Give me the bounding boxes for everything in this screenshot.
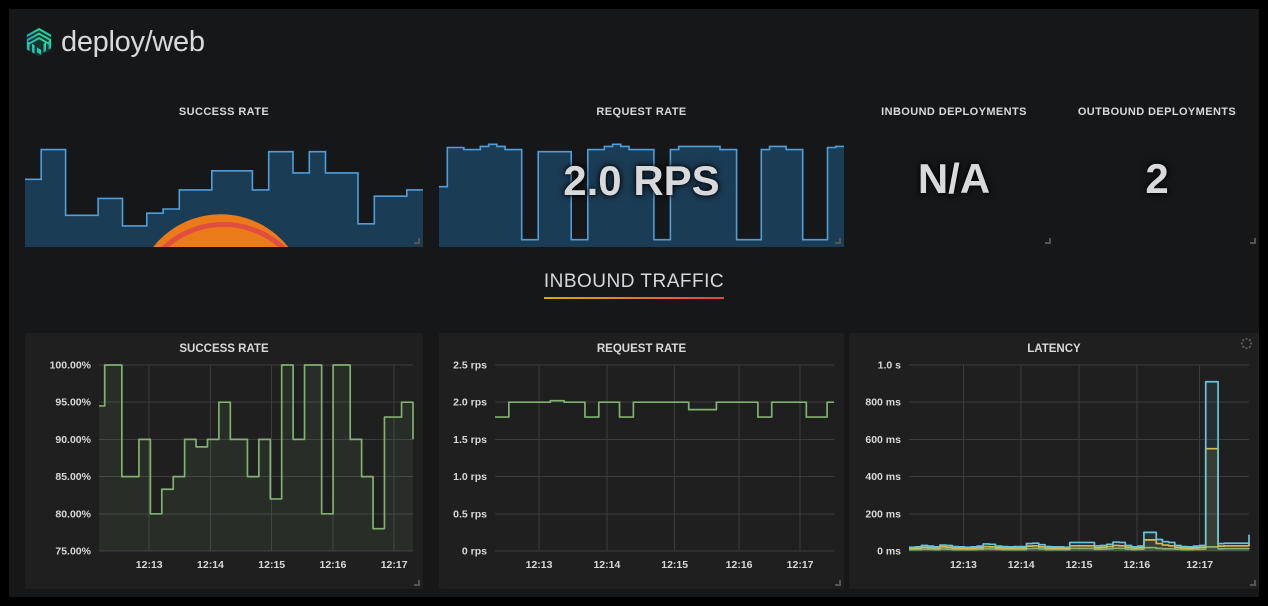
success-rate-gauge: 90.0% (25, 99, 423, 247)
row-header-label: INBOUND TRAFFIC (543, 271, 725, 299)
svg-text:12:14: 12:14 (1008, 559, 1035, 571)
svg-text:100.00%: 100.00% (50, 360, 92, 372)
svg-text:1.5 rps: 1.5 rps (453, 434, 487, 446)
panel-success-rate-graph[interactable]: SUCCESS RATE 75.00% 80.00% 85.00% 90.00% 95.0… (25, 333, 423, 589)
svg-text:12:15: 12:15 (661, 559, 688, 571)
panel-title-request-rate: REQUEST RATE (596, 106, 687, 118)
svg-text:80.00%: 80.00% (55, 508, 91, 520)
resize-corner-icon[interactable] (1247, 577, 1256, 586)
latency-chart: LATENCY 0 ms 200 ms 400 ms 600 ms 800 ms 1.0 s… (865, 343, 1250, 571)
resize-corner-icon[interactable] (411, 235, 420, 244)
success-rate-sparkline (25, 135, 423, 247)
svg-text:400 ms: 400 ms (865, 471, 901, 483)
request-rate-value: 2.0 RPS (563, 157, 720, 204)
svg-text:LATENCY: LATENCY (1027, 343, 1081, 355)
panel-outbound-deployments[interactable]: OUTBOUND DEPLOYMENTS 2 (1055, 99, 1259, 247)
panel-latency-graph[interactable]: LATENCY 0 ms 200 ms 400 ms 600 ms 800 ms 1.0 s… (849, 333, 1259, 589)
svg-text:0.5 rps: 0.5 rps (453, 508, 487, 520)
panel-title-success-rate: SUCCESS RATE (178, 106, 270, 118)
resize-corner-icon[interactable] (832, 235, 841, 244)
row-header-inbound-traffic[interactable]: INBOUND TRAFFIC (9, 271, 1259, 299)
panel-request-rate-graph[interactable]: REQUEST RATE 0 rps 0.5 rps 1.0 rps 1.5 rps 2.… (439, 333, 844, 589)
panel-inbound-deployments[interactable]: INBOUND DEPLOYMENTS N/A (854, 99, 1054, 247)
svg-text:95.00%: 95.00% (55, 397, 91, 409)
inbound-deployments-value: N/A (917, 155, 991, 202)
svg-text:12:17: 12:17 (381, 559, 408, 571)
resize-corner-icon[interactable] (832, 577, 841, 586)
svg-text:12:14: 12:14 (197, 559, 224, 571)
svg-text:12:14: 12:14 (593, 559, 620, 571)
svg-text:12:17: 12:17 (1186, 559, 1213, 571)
svg-text:2.5 rps: 2.5 rps (453, 360, 487, 372)
resize-corner-icon[interactable] (1247, 235, 1256, 244)
grafana-dashboard: deploy/web SUCCESS RATE 90.0% 90.0% REQU… (9, 9, 1259, 597)
svg-text:200 ms: 200 ms (865, 508, 901, 520)
success-rate-chart: SUCCESS RATE 75.00% 80.00% 85.00% 90.00% 95.0… (50, 343, 414, 571)
svg-text:REQUEST RATE: REQUEST RATE (597, 343, 687, 355)
svg-text:0 rps: 0 rps (462, 546, 487, 558)
svg-text:800 ms: 800 ms (865, 397, 901, 409)
panel-title-outbound-deployments: OUTBOUND DEPLOYMENTS (1077, 106, 1237, 118)
svg-text:12:16: 12:16 (726, 559, 753, 571)
page-title: deploy/web (61, 25, 205, 58)
outbound-deployments-value: 2 (1145, 155, 1169, 202)
panel-title-inbound-deployments: INBOUND DEPLOYMENTS (881, 106, 1027, 118)
svg-text:75.00%: 75.00% (55, 546, 91, 558)
svg-text:0 ms: 0 ms (877, 546, 901, 558)
svg-text:12:17: 12:17 (787, 559, 814, 571)
svg-text:12:16: 12:16 (1123, 559, 1150, 571)
svg-text:SUCCESS RATE: SUCCESS RATE (179, 343, 269, 355)
request-rate-sparkline (439, 135, 844, 247)
svg-text:90.00%: 90.00% (55, 434, 91, 446)
svg-text:12:13: 12:13 (136, 559, 163, 571)
svg-text:2.0 rps: 2.0 rps (453, 397, 487, 409)
svg-text:600 ms: 600 ms (865, 434, 901, 446)
svg-text:12:13: 12:13 (526, 559, 553, 571)
panel-request-rate-stat[interactable]: REQUEST RATE 2.0 RPS (439, 99, 844, 247)
svg-text:12:13: 12:13 (950, 559, 977, 571)
resize-corner-icon[interactable] (1042, 235, 1051, 244)
resize-corner-icon[interactable] (411, 577, 420, 586)
svg-text:12:16: 12:16 (320, 559, 347, 571)
svg-text:85.00%: 85.00% (55, 471, 91, 483)
dashboard-header: deploy/web (9, 9, 1259, 75)
panel-success-rate-gauge[interactable]: SUCCESS RATE 90.0% 90.0% (25, 99, 423, 247)
request-rate-chart: REQUEST RATE 0 rps 0.5 rps 1.0 rps 1.5 rps 2.… (453, 343, 834, 571)
loading-spinner-icon (1240, 337, 1253, 350)
svg-text:1.0 s: 1.0 s (878, 360, 902, 372)
svg-text:1.0 rps: 1.0 rps (453, 471, 487, 483)
svg-text:12:15: 12:15 (1066, 559, 1093, 571)
linkerd-mesh-logo-icon (23, 26, 55, 58)
svg-text:12:15: 12:15 (258, 559, 285, 571)
